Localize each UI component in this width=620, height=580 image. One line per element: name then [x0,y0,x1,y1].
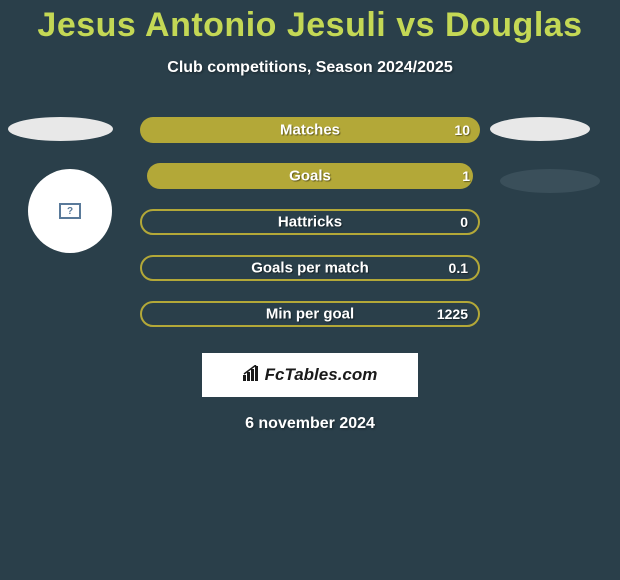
stat-row-matches: Matches 10 [140,117,480,143]
stat-row-goals: Goals 1 [140,163,480,189]
player-avatar: ? [28,169,112,253]
placeholder-icon: ? [59,203,81,219]
side-ellipse-0 [8,117,113,141]
stat-label: Hattricks [278,214,342,231]
stat-value: 0.1 [449,260,468,276]
stat-value: 0 [460,214,468,230]
logo-text: FcTables.com [265,365,378,385]
stats-area: ? Matches 10 Goals 1 Hattricks 0 Goals per matc… [0,117,620,327]
stat-value: 10 [454,122,470,138]
date-text: 6 november 2024 [0,415,620,433]
stat-row-min-per-goal: Min per goal 1225 [140,301,480,327]
logo-box[interactable]: FcTables.com [202,353,418,397]
subtitle: Club competitions, Season 2024/2025 [0,59,620,77]
chart-icon [243,365,261,385]
stat-value: 1225 [437,306,468,322]
stat-value: 1 [462,168,470,184]
page-title: Jesus Antonio Jesuli vs Douglas [0,0,620,45]
stat-label: Goals [289,168,331,185]
stat-row-goals-per-match: Goals per match 0.1 [140,255,480,281]
side-ellipse-1 [490,117,590,141]
stat-label: Matches [280,122,340,139]
side-ellipse-2 [500,169,600,193]
stat-row-hattricks: Hattricks 0 [140,209,480,235]
stat-label: Goals per match [251,260,369,277]
stat-label: Min per goal [266,306,354,323]
